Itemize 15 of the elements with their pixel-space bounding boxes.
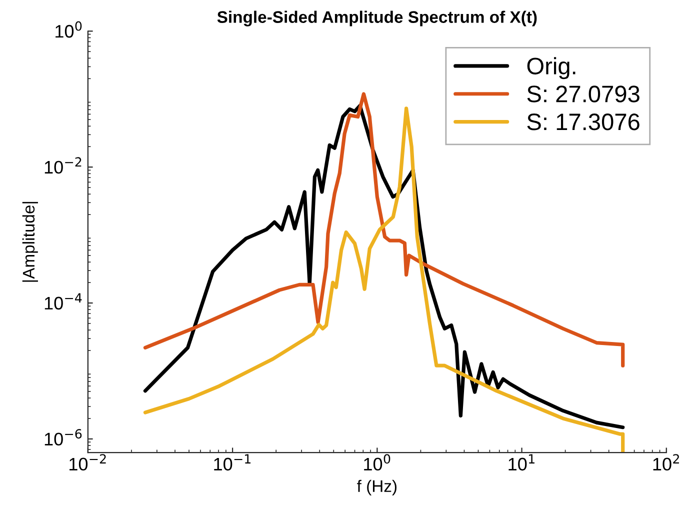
legend-label: S: 27.0793 <box>527 86 640 102</box>
y-tick-label: 10$^{−6}$ <box>44 429 82 446</box>
x-tick-label: 10$^{−2}$ <box>70 454 106 471</box>
x-tick-label: 10$^{1}$ <box>508 454 534 471</box>
legend-label: Orig. <box>527 57 576 80</box>
y-tick-label: 10$^{−4}$ <box>44 293 82 310</box>
chart-title: Single-Sided Amplitude Spectrum of X(t) <box>217 10 537 26</box>
x-tick-label: 10$^{0}$ <box>364 454 390 471</box>
x-tick-label: 10$^{2}$ <box>653 454 679 471</box>
y-tick-label: 10$^{−2}$ <box>44 157 82 174</box>
x-tick-label: 10$^{−1}$ <box>214 454 250 471</box>
x-axis-title: f (Hz) <box>357 480 396 496</box>
y-tick-label: 10$^{0}$ <box>56 21 82 38</box>
y-axis-title: |Amplitude| <box>22 202 38 282</box>
legend-label: S: 17.3076 <box>527 114 640 130</box>
